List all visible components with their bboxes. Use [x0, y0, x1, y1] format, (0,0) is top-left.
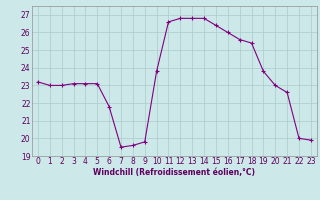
- X-axis label: Windchill (Refroidissement éolien,°C): Windchill (Refroidissement éolien,°C): [93, 168, 255, 177]
